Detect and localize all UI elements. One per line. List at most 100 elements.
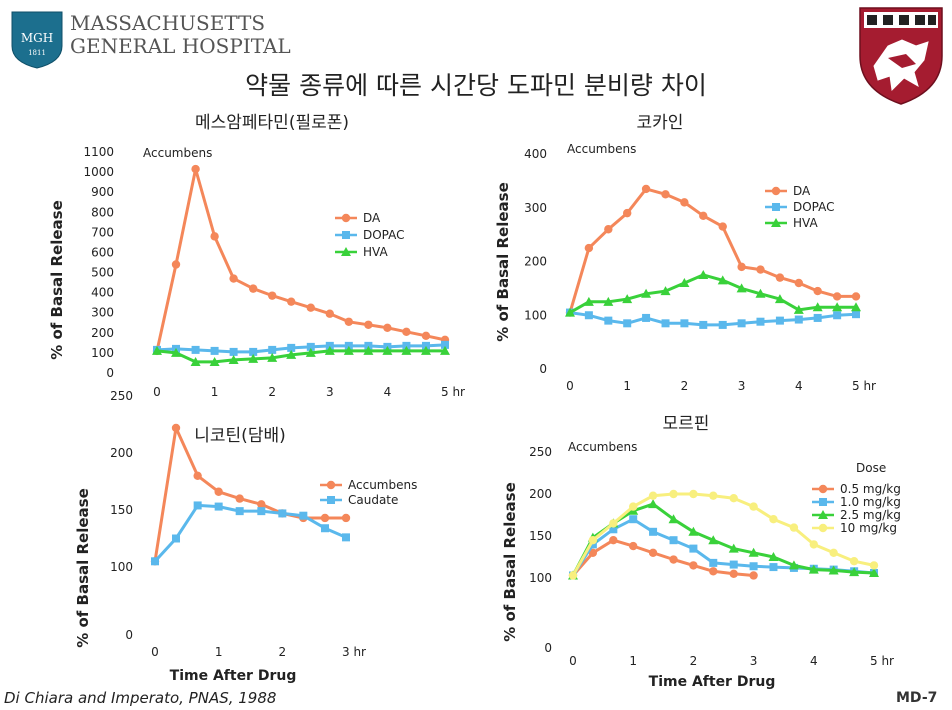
mgh-badge-year: 1811	[28, 49, 46, 57]
x-tick-label: 5 hr	[870, 654, 894, 668]
data-point	[214, 487, 223, 496]
series-3	[152, 345, 450, 366]
legend-marker	[818, 510, 828, 519]
legend-marker	[771, 218, 781, 227]
y-tick-label: 0	[544, 641, 552, 655]
data-point	[320, 524, 329, 533]
data-point	[421, 341, 430, 350]
data-point	[851, 302, 861, 312]
data-point	[788, 560, 799, 570]
x-tick-label: 5 hr	[441, 385, 465, 399]
y-tick-label: 200	[524, 255, 547, 269]
series-line	[156, 343, 446, 354]
x-tick-label: 0	[151, 645, 159, 659]
data-point	[680, 198, 689, 207]
data-point	[151, 557, 159, 566]
legend-entry: Caudate	[348, 493, 398, 507]
y-tick-label: 800	[91, 205, 114, 219]
data-point	[629, 515, 638, 524]
data-point	[832, 302, 843, 312]
data-point	[869, 561, 879, 570]
y-tick-label: 500	[91, 266, 114, 280]
data-point	[769, 515, 778, 524]
y-tick-label: 0	[539, 362, 547, 376]
data-point	[629, 502, 638, 511]
y-axis-label: % of Basal Release	[48, 200, 66, 360]
data-point	[299, 511, 308, 520]
y-tick-label: 300	[524, 201, 547, 215]
data-point	[363, 345, 374, 355]
data-point	[268, 291, 277, 300]
data-point	[794, 315, 803, 324]
x-tick-label: 0	[566, 379, 574, 393]
x-axis-label: Time After Drug	[649, 674, 776, 690]
data-point	[402, 327, 411, 337]
data-point	[689, 561, 698, 570]
legend-entry: 1.0 mg/kg	[840, 495, 901, 509]
legend-marker	[326, 480, 336, 490]
data-point	[809, 540, 818, 549]
page-title: 약물 종류에 따른 시간당 도파민 분비량 차이	[245, 71, 707, 100]
y-tick-label: 250	[110, 389, 133, 403]
data-point	[609, 519, 618, 528]
x-tick-label: 0	[153, 385, 161, 399]
x-tick-label: 2	[690, 654, 698, 668]
data-point	[669, 536, 678, 545]
y-axis-label: % of Basal Release	[74, 488, 92, 648]
data-point	[736, 283, 747, 293]
data-point	[420, 345, 431, 355]
y-tick-label: 1000	[83, 165, 114, 179]
data-point	[642, 313, 651, 322]
data-point	[568, 571, 578, 580]
data-point	[729, 569, 738, 578]
y-tick-label: 0	[125, 628, 133, 642]
data-point	[749, 502, 758, 511]
data-point	[648, 491, 658, 500]
data-point	[789, 523, 799, 532]
data-point	[832, 292, 842, 301]
legend-marker	[342, 231, 350, 239]
mgh-logo-line1: MASSACHUSETTS	[70, 11, 265, 35]
data-point	[440, 345, 450, 355]
data-point	[768, 552, 779, 561]
legend-entry: DA	[363, 211, 381, 225]
data-point	[344, 341, 353, 350]
y-tick-label: 200	[91, 326, 114, 340]
data-point	[421, 331, 431, 341]
data-point	[660, 286, 671, 296]
series-2	[153, 340, 449, 356]
data-point	[699, 211, 708, 221]
data-point	[749, 562, 758, 571]
chart-title: 모르핀	[663, 414, 710, 434]
data-point	[584, 243, 594, 253]
series-line	[568, 187, 856, 314]
data-point	[748, 547, 759, 557]
series-1	[568, 536, 758, 580]
legend-marker	[341, 213, 351, 223]
data-point	[583, 296, 594, 306]
data-point	[171, 347, 182, 357]
series-line	[571, 492, 875, 577]
data-point	[278, 509, 287, 518]
data-point	[769, 563, 778, 572]
data-point	[849, 567, 860, 577]
chart-title: 니코틴(담배)	[194, 426, 285, 446]
data-point	[257, 500, 266, 509]
data-point	[209, 356, 220, 366]
harvard-shield-logo	[858, 6, 944, 106]
data-point	[718, 222, 727, 231]
y-tick-label: 150	[110, 503, 133, 517]
legend-marker	[341, 247, 351, 256]
legend-marker	[818, 484, 828, 494]
data-point	[629, 541, 638, 551]
x-tick-label: 2	[279, 645, 287, 659]
legend-entry: DOPAC	[363, 228, 405, 242]
data-point	[235, 494, 244, 503]
data-point	[364, 320, 373, 329]
slide-id: MD-7	[896, 690, 938, 706]
data-point	[679, 278, 690, 287]
data-point	[257, 507, 266, 516]
data-point	[604, 316, 613, 325]
series-line	[153, 426, 346, 562]
data-point	[193, 471, 202, 480]
